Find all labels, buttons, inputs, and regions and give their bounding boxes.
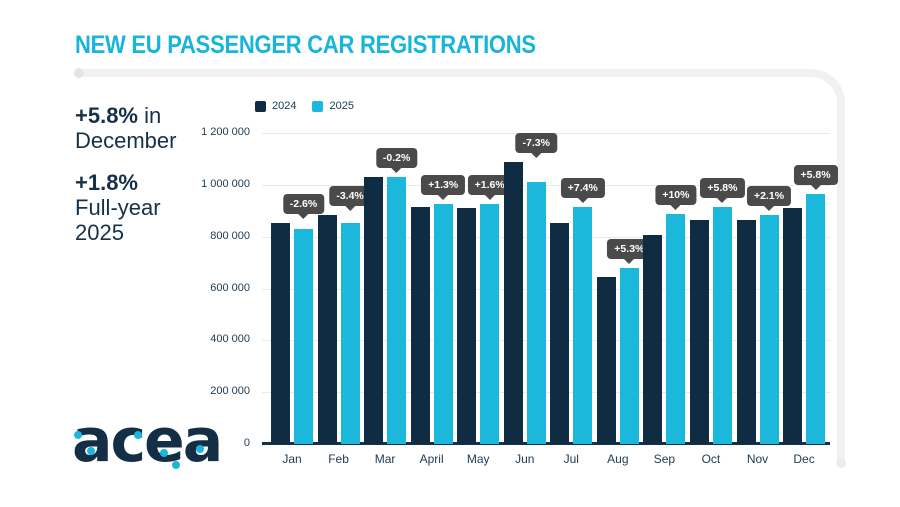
stat-full-year-label1: Full-year [75,195,161,220]
gridline [262,288,830,290]
acea-logo-text: acea [72,406,223,476]
change-label-april: +1.3% [421,175,466,196]
bar-2024-nov [736,219,756,444]
bar-2025-may [480,204,500,444]
bar-2025-feb [340,222,360,444]
logo-dot-icon [172,461,180,469]
gridline [262,340,830,342]
bar-2024-jun [503,161,523,444]
logo-dot-icon [196,445,204,453]
stat-december: +5.8% in December [75,103,176,153]
bar-chart-plot: Jan -2.6% Feb -3.4% Mar -0.2% April +1.3% May +1.… [262,132,838,466]
stat-december-tail: in [138,103,162,128]
acea-logo: acea [72,403,232,483]
bar-2024-oct [689,219,709,444]
y-tick-label: 0 [243,437,250,449]
bar-2025-dec [806,194,826,444]
change-label-jun: -7.3% [515,132,557,153]
legend-swatch-2024 [255,100,266,112]
gridline [262,392,830,394]
legend-item-2025: 2025 [312,100,354,112]
y-axis-labels: 1 200 000 1 000 000 800 000 600 000 400 000 2… [140,126,250,449]
change-label-may: +1.6% [467,175,512,196]
bar-2025-mar [387,177,407,444]
x-tick-label-april: April [419,452,444,466]
change-label-mar: -0.2% [375,147,418,168]
x-tick-label-aug: Aug [607,452,629,466]
bar-2024-may [457,207,477,444]
decorative-frame [79,69,845,465]
change-label-jan: -2.6% [282,193,325,214]
bar-2025-jun [526,182,546,444]
logo-dot-icon [87,447,95,455]
bar-2025-nov [759,214,779,444]
logo-dot-icon [134,431,142,439]
change-label-nov: +2.1% [746,185,792,206]
bar-2025-sep [666,213,686,444]
gridline [262,236,830,238]
x-tick-label-mar: Mar [374,452,396,466]
y-tick-label: 800 000 [210,229,250,242]
logo-dot-icon [74,431,82,439]
change-label-jul: +7.4% [560,177,605,198]
stat-december-label: December [75,128,177,153]
logo-dot-icon [160,449,168,457]
x-tick-label-jan: Jan [282,452,302,466]
stat-full-year: +1.8% Full-year 2025 [75,170,161,245]
gridline [262,184,830,186]
x-tick-label-may: May [466,452,490,466]
legend-label-2024: 2024 [272,100,297,112]
chart-legend: 2024 2025 [255,100,354,112]
bar-2025-jul [573,206,593,444]
bar-2024-feb [317,214,337,444]
bar-2024-sep [643,234,663,444]
frame-cap-left [74,68,84,78]
stat-full-year-label2: 2025 [75,220,124,245]
x-tick-label-dec: Dec [793,452,815,466]
legend-label-2025: 2025 [329,100,354,112]
x-tick-label-sep: Sep [653,452,676,466]
bar-2025-aug [619,268,639,444]
bar-2024-aug [596,277,616,444]
y-tick-label: 600 000 [210,281,250,294]
change-label-dec: +5.8% [793,165,838,186]
x-tick-label-nov: Nov [746,452,769,466]
bar-2024-jan [271,222,290,444]
change-label-aug: +5.3% [607,239,652,260]
legend-swatch-2025 [312,100,324,112]
x-tick-label-feb: Feb [328,452,349,466]
bar-2024-mar [364,176,384,444]
stat-full-year-value: +1.8% [75,170,138,195]
y-tick-label: 400 000 [210,333,250,346]
page-title: NEW EU PASSENGER CAR REGISTRATIONS [75,31,536,59]
change-label-oct: +5.8% [700,177,745,198]
bar-2025-jan [294,228,313,444]
change-label-sep: +10% [655,184,697,205]
frame-cap-bottom [836,458,846,468]
x-tick-label-jun: Jun [515,452,535,466]
x-axis-line [262,442,830,445]
y-tick-label: 200 000 [210,385,250,398]
y-tick-label: 1 200 000 [201,126,250,138]
bar-2025-april [433,204,453,444]
legend-item-2024: 2024 [255,100,296,112]
bar-2024-dec [783,208,803,444]
y-tick-label: 1 000 000 [201,177,250,190]
change-label-feb: -3.4% [329,185,371,206]
bar-2025-oct [712,206,732,444]
x-tick-label-oct: Oct [701,452,721,466]
stat-december-value: +5.8% [75,103,138,128]
x-tick-label-jul: Jul [563,452,579,466]
bar-2024-jul [550,223,570,444]
bar-2024-april [410,207,430,444]
